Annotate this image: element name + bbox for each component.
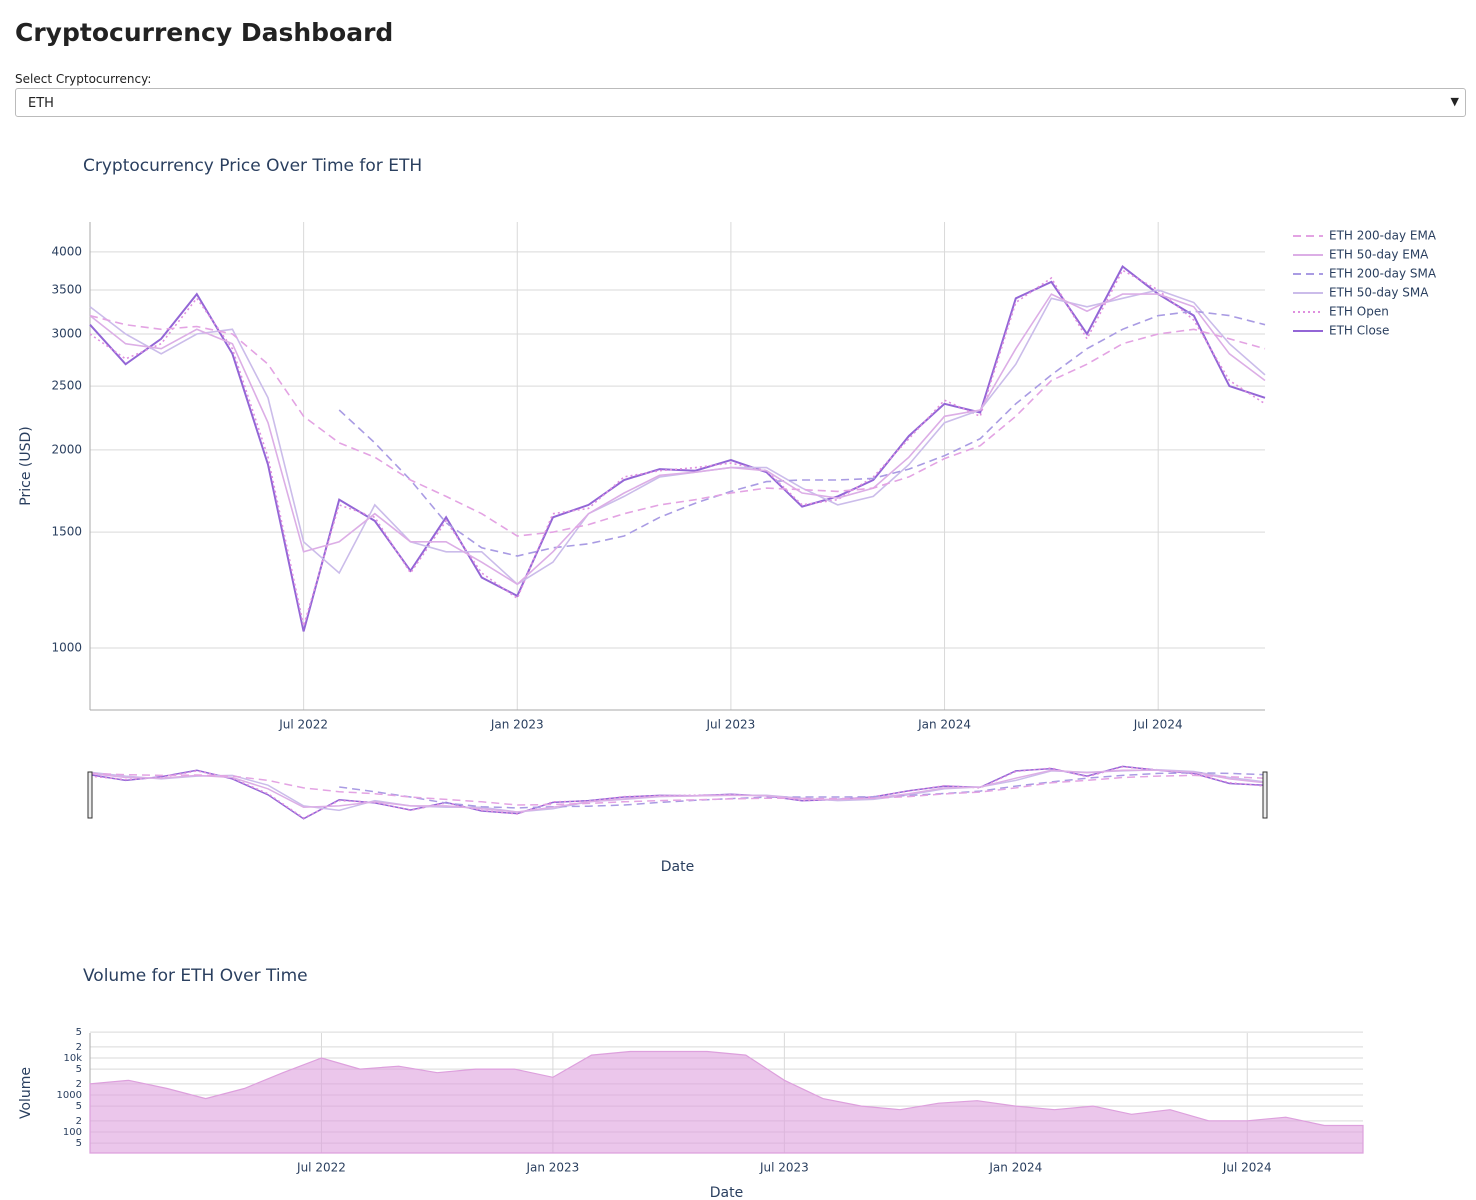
y-tick-label: 5	[76, 1101, 82, 1112]
y-tick-label: 10k	[63, 1053, 82, 1064]
y-axis-title: Volume	[18, 1067, 34, 1119]
y-tick-label: 2	[76, 1116, 82, 1127]
price-line	[89, 293, 1266, 586]
chart-title: Volume for ETH Over Time	[83, 966, 308, 986]
dropdown-arrow[interactable]: ▼	[1450, 95, 1459, 108]
x-tick-label: Jan 2023	[525, 1161, 579, 1175]
price-line	[89, 264, 1266, 632]
chart-title: Cryptocurrency Price Over Time for ETH	[83, 156, 422, 176]
x-tick-label: Jul 2023	[759, 1161, 809, 1175]
x-axis-title: Date	[710, 1185, 743, 1200]
legend-label[interactable]: ETH 50-day EMA	[1329, 248, 1429, 262]
x-tick-label: Jul 2022	[296, 1161, 346, 1175]
range-slider-line	[89, 766, 1266, 819]
y-tick-label: 2	[76, 1079, 82, 1090]
y-tick-label: 4000	[51, 244, 82, 258]
y-tick-label: 2000	[51, 442, 82, 456]
x-tick-label: Jul 2022	[278, 718, 328, 732]
y-tick-label: 3000	[51, 327, 82, 341]
y-tick-label: 3500	[51, 282, 82, 296]
y-tick-label: 5	[76, 1064, 82, 1075]
range-slider-line	[339, 772, 1266, 809]
x-tick-label: Jan 2024	[917, 718, 971, 732]
x-tick-label: Jul 2024	[1222, 1161, 1272, 1175]
y-tick-label: 1500	[51, 525, 82, 539]
range-handle-left[interactable]	[87, 771, 93, 819]
legend-label[interactable]: ETH Open	[1329, 305, 1389, 319]
legend-label[interactable]: ETH 50-day SMA	[1329, 286, 1429, 300]
y-tick-label: 1000	[51, 641, 82, 655]
volume-area	[89, 1050, 1364, 1154]
price-line	[89, 269, 1266, 627]
legend-label[interactable]: ETH 200-day EMA	[1329, 229, 1437, 243]
y-axis-title: Price (USD)	[18, 426, 34, 505]
crypto-select[interactable]: ETH ▼	[15, 88, 1466, 117]
price-line	[338, 310, 1266, 557]
legend-label[interactable]: ETH 200-day SMA	[1329, 267, 1437, 281]
range-handle-right[interactable]	[1262, 771, 1268, 819]
y-tick-label: 2	[76, 1042, 82, 1053]
selected-value: ETH	[28, 96, 54, 111]
y-tick-label: 5	[76, 1027, 82, 1038]
y-tick-label: 2500	[51, 379, 82, 393]
range-slider-line	[89, 769, 1266, 813]
x-tick-label: Jan 2023	[490, 718, 544, 732]
range-slider-line	[89, 772, 1266, 806]
y-tick-label: 5	[76, 1138, 82, 1149]
x-tick-label: Jul 2024	[1133, 718, 1183, 732]
selector-label: Select Cryptocurrency:	[15, 72, 152, 86]
x-axis-title: Date	[661, 859, 694, 875]
x-tick-label: Jan 2024	[988, 1161, 1042, 1175]
page-title: Cryptocurrency Dashboard	[15, 18, 394, 47]
price-line	[89, 314, 1266, 537]
y-tick-label: 1000	[57, 1090, 82, 1101]
legend-label[interactable]: ETH Close	[1329, 324, 1389, 338]
x-tick-label: Jul 2023	[705, 718, 755, 732]
y-tick-label: 100	[63, 1127, 82, 1138]
